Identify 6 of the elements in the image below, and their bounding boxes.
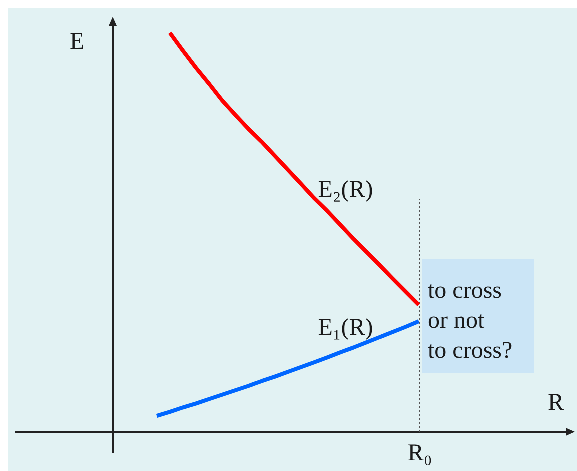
series-label: E₂(R) (318, 177, 374, 204)
text: R (548, 390, 564, 416)
series-label: E₁(R) (318, 315, 374, 342)
text: R₀ (408, 440, 432, 466)
text: to cross or not to cross? (428, 278, 513, 364)
y-axis-title: E (70, 29, 85, 55)
